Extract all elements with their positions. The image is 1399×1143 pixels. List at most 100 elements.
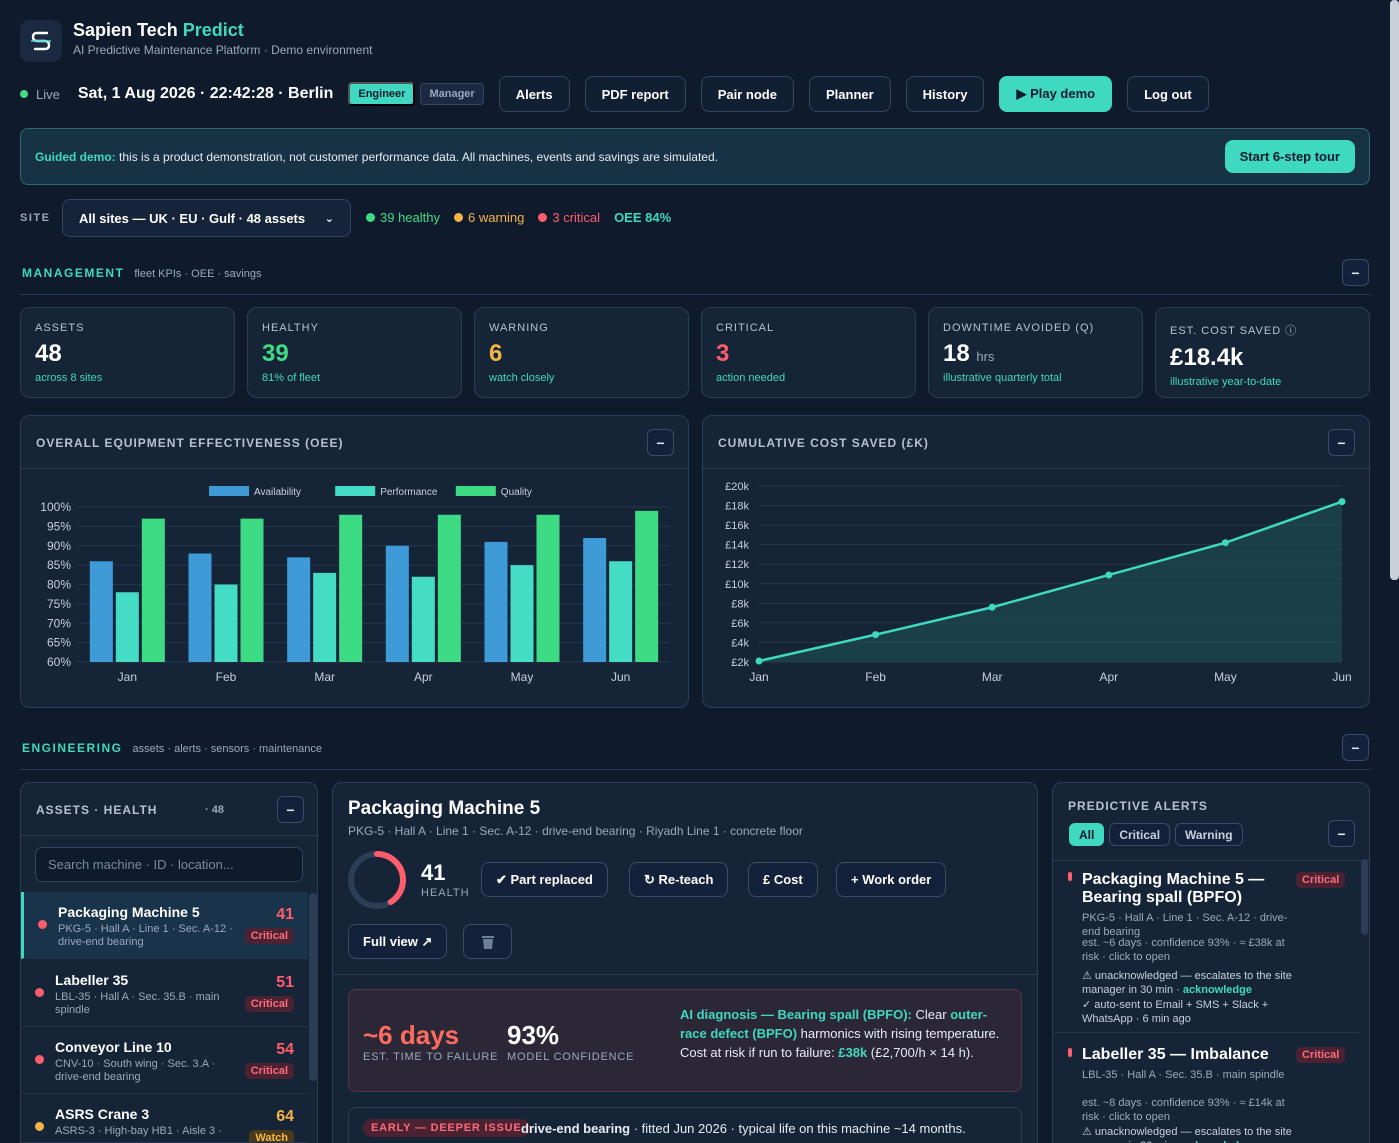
trash-icon — [481, 935, 494, 949]
filter-all-button[interactable]: All — [1069, 823, 1105, 846]
asset-meta: CNV-10 · South wing · Sec. 3.A · drive-e… — [55, 1058, 216, 1083]
banner-body: this is a product demonstration, not cus… — [119, 149, 718, 164]
y-tick-label: £14k — [725, 540, 749, 552]
cost-button[interactable]: £ Cost — [748, 862, 818, 897]
asset-search-input[interactable] — [35, 847, 303, 882]
asset-score: 41 — [276, 906, 294, 923]
healthy-dot-icon — [366, 213, 375, 222]
brand-accent: Predict — [182, 20, 244, 40]
alerts-button[interactable]: Alerts — [498, 76, 570, 112]
data-point-jan — [755, 657, 763, 665]
engineering-collapse-button[interactable]: − — [1342, 734, 1369, 761]
kpi-card: DOWNTIME AVOIDED (Q) 18 hrs illustrative q… — [928, 307, 1143, 398]
history-button[interactable]: History — [905, 76, 985, 112]
alert-filters: All Critical Warning — [1069, 823, 1243, 846]
logout-button[interactable]: Log out — [1127, 76, 1209, 112]
kpi-card: ASSETS 48 across 8 sites — [20, 307, 235, 398]
alert-sent: ✓ auto-sent to Email + SMS + Slack + Wha… — [1082, 999, 1269, 1025]
ttf-label: EST. TIME TO FAILURE — [363, 1051, 499, 1063]
banner-lead: Guided demo: — [35, 149, 116, 164]
asset-row[interactable]: Packaging Machine 5 PKG-5 · Hall A · Line… — [21, 892, 308, 959]
x-tick-label: Apr — [1099, 670, 1118, 684]
asset-row[interactable]: Conveyor Line 10 CNV-10 · South wing · Se… — [21, 1027, 308, 1094]
pdf-report-button[interactable]: PDF report — [584, 76, 686, 112]
diag-calc: (£2,700/h × 14 h). — [870, 1045, 974, 1060]
brand-name: Sapien Tech — [73, 20, 178, 40]
kpi-value: 18 hrs — [943, 340, 995, 367]
y-tick-label: £12k — [725, 559, 749, 571]
alerts-collapse-button[interactable]: − — [1328, 820, 1355, 847]
demo-banner: Guided demo: this is a product demonstra… — [20, 128, 1370, 185]
kpi-value: 39 — [262, 340, 289, 367]
work-order-button[interactable]: + Work order — [836, 862, 947, 897]
kpi-value: 6 — [489, 340, 503, 367]
y-tick-label: £10k — [725, 579, 749, 591]
alert-item[interactable]: Labeller 35 — Imbalance Critical LBL-35 … — [1053, 1035, 1359, 1143]
asset-row[interactable]: ASRS Crane 3 ASRS-3 · High-bay HB1 · Aisl… — [21, 1094, 308, 1143]
delete-button[interactable] — [463, 924, 512, 959]
asset-score: 54 — [276, 1041, 294, 1058]
kpi-foot: action needed — [716, 372, 786, 384]
data-point-jun — [1338, 498, 1346, 506]
asset-name: Labeller 35 — [55, 972, 129, 988]
x-tick-label: May — [511, 670, 534, 684]
warning-stat: 6 warning — [454, 210, 524, 225]
alerts-title: PREDICTIVE ALERTS — [1068, 799, 1208, 813]
assets-scrollbar[interactable] — [309, 893, 317, 1081]
y-tick-label: 70% — [47, 616, 71, 630]
kpi-foot: across 8 sites — [35, 372, 103, 384]
re-teach-button[interactable]: ↻ Re-teach — [629, 862, 729, 897]
live-label: Live — [36, 86, 60, 102]
alert-title: Packaging Machine 5 — Bearing spall (BPF… — [1082, 871, 1265, 906]
part-replaced-button[interactable]: ✔ Part replaced — [481, 862, 608, 897]
banner-text: Guided demo: this is a product demonstra… — [35, 150, 1225, 164]
kpi-foot: watch closely — [489, 372, 555, 384]
brand-title: Sapien Tech Predict — [73, 20, 244, 41]
status-dot-icon — [35, 1055, 44, 1064]
warning-dot-icon — [454, 213, 463, 222]
play-demo-button[interactable]: ▶ Play demo — [999, 76, 1113, 112]
diag-rest: harmonics with rising temperature. Cost … — [680, 1026, 1000, 1060]
assets-panel: ASSETS · HEALTH · 48 − — [20, 782, 318, 1143]
kpi-card: WARNING 6 watch closely — [474, 307, 689, 398]
x-tick-label: May — [1214, 670, 1237, 684]
role-manager-button[interactable]: Manager — [420, 83, 484, 105]
early-badge: EARLY — DEEPER ISSUE — [363, 1119, 530, 1137]
assets-collapse-button[interactable]: − — [277, 796, 304, 823]
confidence-value: 93% — [507, 1020, 560, 1050]
chevron-down-icon: ⌄ — [324, 212, 334, 225]
site-select[interactable]: All sites — UK · EU · Gulf · 48 assets ⌄ — [62, 199, 351, 237]
planner-button[interactable]: Planner — [808, 76, 891, 112]
role-engineer-button[interactable]: Engineer — [348, 82, 416, 106]
oee-collapse-button[interactable]: − — [647, 429, 674, 456]
kpi-label: WARNING — [489, 322, 549, 334]
bar-quality-may — [536, 514, 560, 662]
start-tour-button[interactable]: Start 6-step tour — [1224, 140, 1355, 173]
filter-warning-button[interactable]: Warning — [1175, 823, 1243, 846]
kpi-label: EST. COST SAVED ⓘ — [1170, 325, 1298, 337]
bar-availability-feb — [188, 553, 212, 662]
area-fill — [759, 501, 1342, 662]
asset-name: ASRS Crane 3 — [55, 1106, 150, 1122]
asset-row[interactable]: Labeller 35 LBL-35 · Hall A · Sec. 35.B ·… — [21, 960, 308, 1027]
kpi-unit: hrs — [976, 349, 995, 364]
data-point-feb — [872, 631, 880, 639]
alert-item[interactable]: Packaging Machine 5 — Bearing spall (BPF… — [1053, 863, 1359, 1033]
alerts-scrollbar[interactable] — [1361, 859, 1368, 935]
y-tick-label: 95% — [47, 519, 71, 533]
full-view-button[interactable]: Full view ↗ — [348, 924, 448, 959]
y-tick-label: £18k — [725, 501, 749, 513]
acknowledge-link[interactable]: acknowledge — [1183, 1140, 1252, 1143]
cost-chart-title: CUMULATIVE COST SAVED (£K) — [718, 436, 929, 450]
health-label: HEALTH — [421, 887, 470, 899]
pair-node-button[interactable]: Pair node — [700, 76, 794, 112]
filter-critical-button[interactable]: Critical — [1109, 823, 1171, 846]
cost-collapse-button[interactable]: − — [1328, 429, 1355, 456]
management-subtitle: fleet KPIs · OEE · savings — [134, 268, 262, 280]
management-collapse-button[interactable]: − — [1342, 259, 1369, 286]
bar-quality-apr — [437, 514, 461, 662]
acknowledge-link[interactable]: acknowledge — [1182, 984, 1252, 996]
series-line — [758, 500, 1343, 663]
page-scrollbar[interactable] — [1390, 0, 1399, 580]
legend-swatch — [209, 486, 249, 496]
